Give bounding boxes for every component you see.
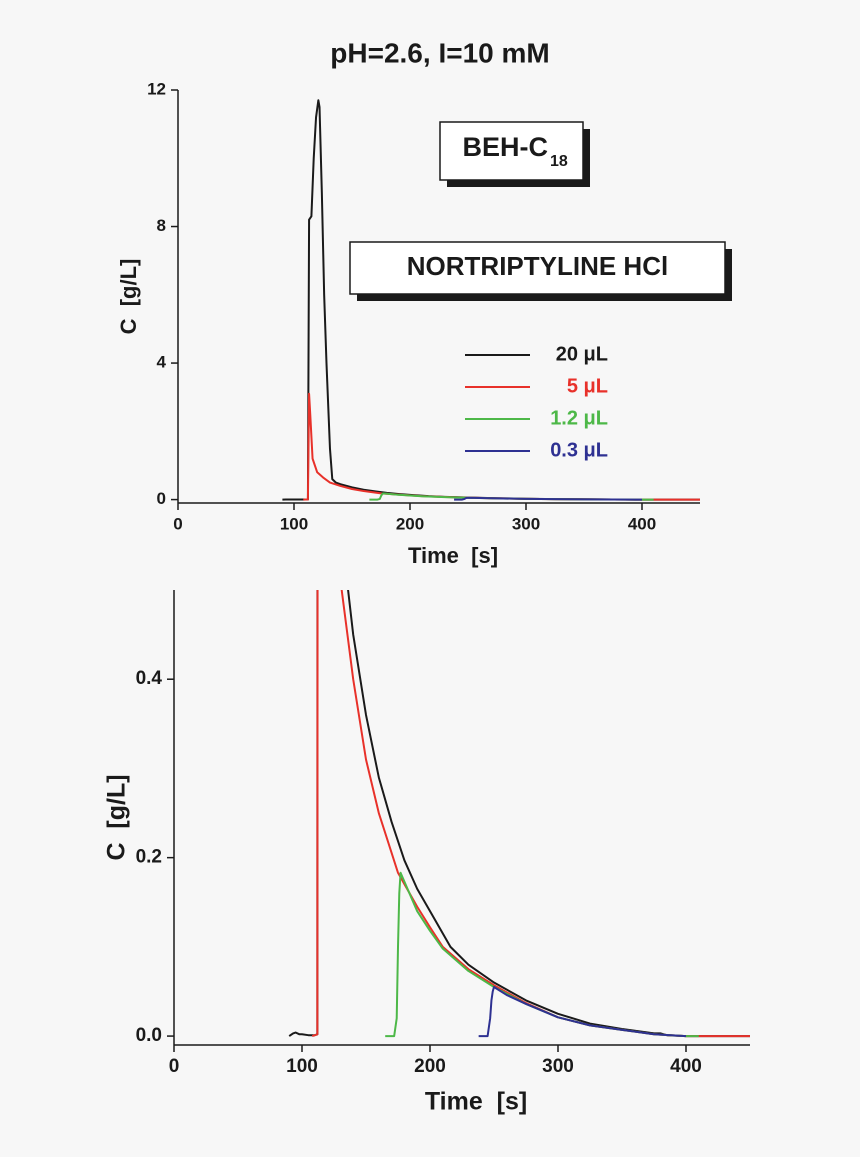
x-tick-label: 400 (628, 514, 656, 533)
y-tick-label: 0.2 (136, 847, 162, 868)
x-tick-label: 0 (169, 1056, 180, 1077)
figure-title: pH=2.6, I=10 mM (330, 37, 549, 68)
x-tick-label: 400 (670, 1056, 702, 1077)
y-tick-label: 0 (157, 489, 166, 508)
y-tick-label: 12 (147, 79, 166, 98)
x-tick-label: 100 (280, 514, 308, 533)
y-tick-label: 4 (157, 353, 167, 372)
annotation-box (439, 121, 584, 181)
y-tick-label: 0.0 (136, 1025, 162, 1046)
plot-area (282, 99, 700, 501)
x-tick-label: 100 (286, 1056, 318, 1077)
legend-label: 20 μL (556, 343, 608, 365)
series-line (303, 392, 700, 501)
series-line (454, 496, 643, 501)
y-tick-label: 8 (157, 216, 166, 235)
y-tick-label: 0.4 (136, 668, 163, 689)
x-axis-label: Time [s] (425, 1088, 527, 1116)
x-tick-label: 300 (542, 1056, 574, 1077)
y-axis-label: C [g/L] (103, 774, 131, 860)
x-tick-label: 300 (512, 514, 540, 533)
y-axis-label: C [g/L] (116, 259, 141, 335)
legend-label: 5 μL (567, 375, 608, 397)
legend-label: 1.2 μL (550, 407, 608, 429)
series-line (478, 986, 687, 1038)
x-axis-label: Time [s] (408, 543, 498, 568)
annotation-box (349, 241, 726, 295)
legend-label: 0.3 μL (550, 439, 608, 461)
annotation-subscript: 18 (550, 153, 568, 170)
annotation-text: NORTRIPTYLINE HCl (407, 251, 668, 281)
annotation-text: BEH-C (463, 132, 549, 162)
x-tick-label: 0 (173, 514, 182, 533)
x-tick-label: 200 (414, 1056, 446, 1077)
plot-area (288, 590, 750, 1038)
x-tick-label: 200 (396, 514, 424, 533)
